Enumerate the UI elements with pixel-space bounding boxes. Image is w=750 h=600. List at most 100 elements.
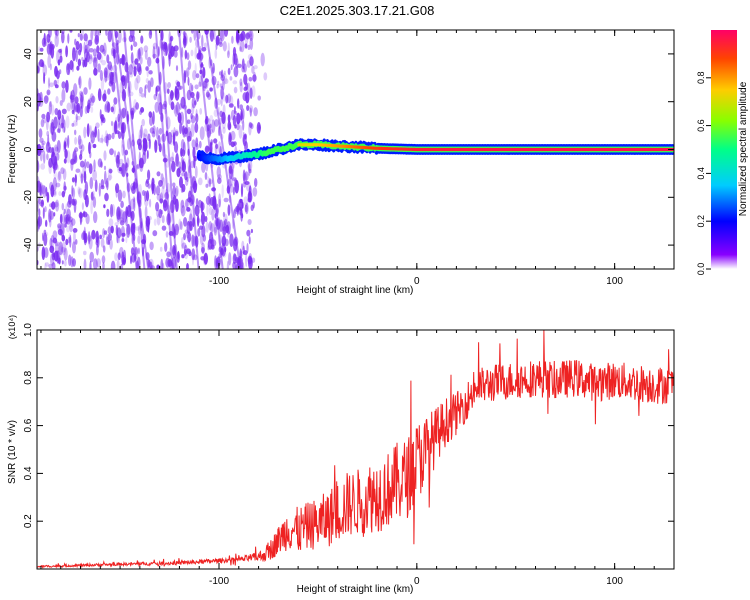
noise-speckle bbox=[107, 226, 112, 235]
noise-speckle bbox=[222, 104, 226, 116]
noise-speckle bbox=[117, 210, 121, 218]
noise-speckle bbox=[46, 191, 50, 203]
noise-speckle bbox=[145, 78, 149, 84]
noise-speckle bbox=[233, 65, 239, 78]
noise-speckle bbox=[159, 246, 163, 252]
noise-speckle bbox=[58, 191, 62, 197]
noise-speckle bbox=[117, 113, 121, 123]
noise-speckle bbox=[153, 218, 157, 226]
noise-speckle bbox=[200, 202, 205, 211]
noise-speckle bbox=[83, 87, 88, 95]
noise-speckle bbox=[44, 262, 47, 269]
noise-speckle bbox=[119, 209, 125, 224]
noise-speckle bbox=[216, 83, 219, 89]
noise-speckle bbox=[80, 144, 85, 152]
noise-speckle bbox=[103, 204, 106, 209]
noise-speckle bbox=[92, 132, 95, 138]
noise-speckle bbox=[61, 108, 67, 115]
noise-speckle bbox=[69, 30, 73, 33]
noise-speckle bbox=[78, 188, 81, 197]
noise-speckle bbox=[247, 159, 253, 172]
x-tick-label: 0 bbox=[414, 276, 420, 287]
noise-speckle bbox=[209, 128, 213, 135]
noise-speckle bbox=[199, 108, 203, 115]
noise-speckle bbox=[156, 193, 162, 201]
noise-speckle bbox=[75, 49, 78, 63]
x-tick-label: 100 bbox=[606, 576, 623, 587]
noise-speckle bbox=[101, 134, 104, 144]
noise-speckle bbox=[92, 30, 98, 37]
noise-speckle bbox=[175, 198, 179, 212]
noise-speckle bbox=[117, 151, 121, 159]
noise-speckle bbox=[219, 71, 222, 76]
noise-speckle bbox=[242, 169, 246, 182]
noise-speckle bbox=[176, 251, 180, 263]
noise-speckle bbox=[83, 233, 87, 246]
noise-speckle bbox=[73, 120, 77, 127]
noise-speckle bbox=[66, 63, 70, 71]
noise-speckle bbox=[136, 74, 141, 84]
noise-speckle bbox=[123, 249, 126, 263]
noise-speckle bbox=[184, 251, 188, 260]
noise-speckle bbox=[92, 143, 97, 149]
noise-speckle bbox=[111, 82, 116, 93]
y-tick-label: 0.8 bbox=[23, 370, 34, 384]
noise-speckle bbox=[75, 239, 78, 245]
noise-speckle bbox=[63, 158, 67, 164]
noise-speckle bbox=[126, 223, 131, 238]
noise-speckle bbox=[43, 229, 47, 234]
noise-speckle bbox=[79, 30, 85, 41]
noise-speckle bbox=[108, 71, 113, 84]
noise-speckle bbox=[204, 215, 208, 223]
noise-speckle bbox=[105, 100, 110, 113]
noise-speckle bbox=[53, 212, 56, 217]
noise-speckle bbox=[37, 180, 40, 193]
noise-speckle bbox=[251, 65, 255, 74]
noise-speckle bbox=[87, 234, 92, 242]
noise-speckle bbox=[198, 140, 202, 149]
noise-speckle bbox=[158, 143, 162, 153]
noise-speckle bbox=[81, 57, 84, 61]
noise-speckle bbox=[253, 71, 256, 83]
noise-speckle bbox=[89, 251, 94, 263]
noise-speckle bbox=[159, 198, 164, 204]
noise-speckle bbox=[191, 248, 196, 261]
noise-speckle bbox=[109, 238, 113, 250]
noise-speckle bbox=[220, 74, 225, 81]
noise-speckle bbox=[179, 103, 182, 110]
snr-x-ticks: -100 0 100 bbox=[40, 330, 675, 587]
noise-speckle bbox=[138, 86, 143, 94]
noise-speckle bbox=[194, 46, 198, 60]
noise-speckle bbox=[154, 101, 160, 113]
noise-speckle bbox=[186, 263, 189, 269]
noise-speckle bbox=[61, 190, 65, 198]
noise-speckle bbox=[69, 220, 73, 228]
noise-speckle bbox=[52, 230, 58, 240]
noise-speckle bbox=[91, 229, 96, 240]
noise-speckle bbox=[195, 108, 198, 118]
noise-speckle bbox=[37, 160, 40, 173]
noise-speckle bbox=[75, 40, 80, 51]
noise-speckle bbox=[152, 46, 156, 60]
noise-speckle bbox=[209, 123, 212, 129]
noise-speckle bbox=[135, 102, 140, 110]
noise-speckle bbox=[96, 244, 99, 256]
noise-speckle bbox=[180, 221, 183, 231]
colorbar-label: Normalized spectral amplitude bbox=[738, 81, 749, 216]
noise-speckle bbox=[52, 237, 58, 244]
noise-speckle bbox=[152, 111, 155, 125]
noise-speckle bbox=[196, 214, 200, 227]
spectrogram-y-ticks: -40 -20 0 20 40 bbox=[23, 48, 674, 252]
noise-speckle bbox=[136, 62, 142, 73]
noise-speckle bbox=[74, 102, 79, 113]
noise-speckle bbox=[89, 139, 93, 149]
noise-speckle bbox=[189, 36, 192, 43]
noise-speckle bbox=[156, 264, 160, 269]
noise-speckle bbox=[106, 54, 110, 64]
noise-speckle bbox=[194, 62, 197, 74]
noise-speckle bbox=[197, 218, 201, 223]
noise-speckle bbox=[79, 211, 82, 226]
noise-speckle bbox=[190, 123, 195, 137]
noise-speckle bbox=[66, 63, 71, 76]
noise-speckle bbox=[128, 35, 134, 43]
